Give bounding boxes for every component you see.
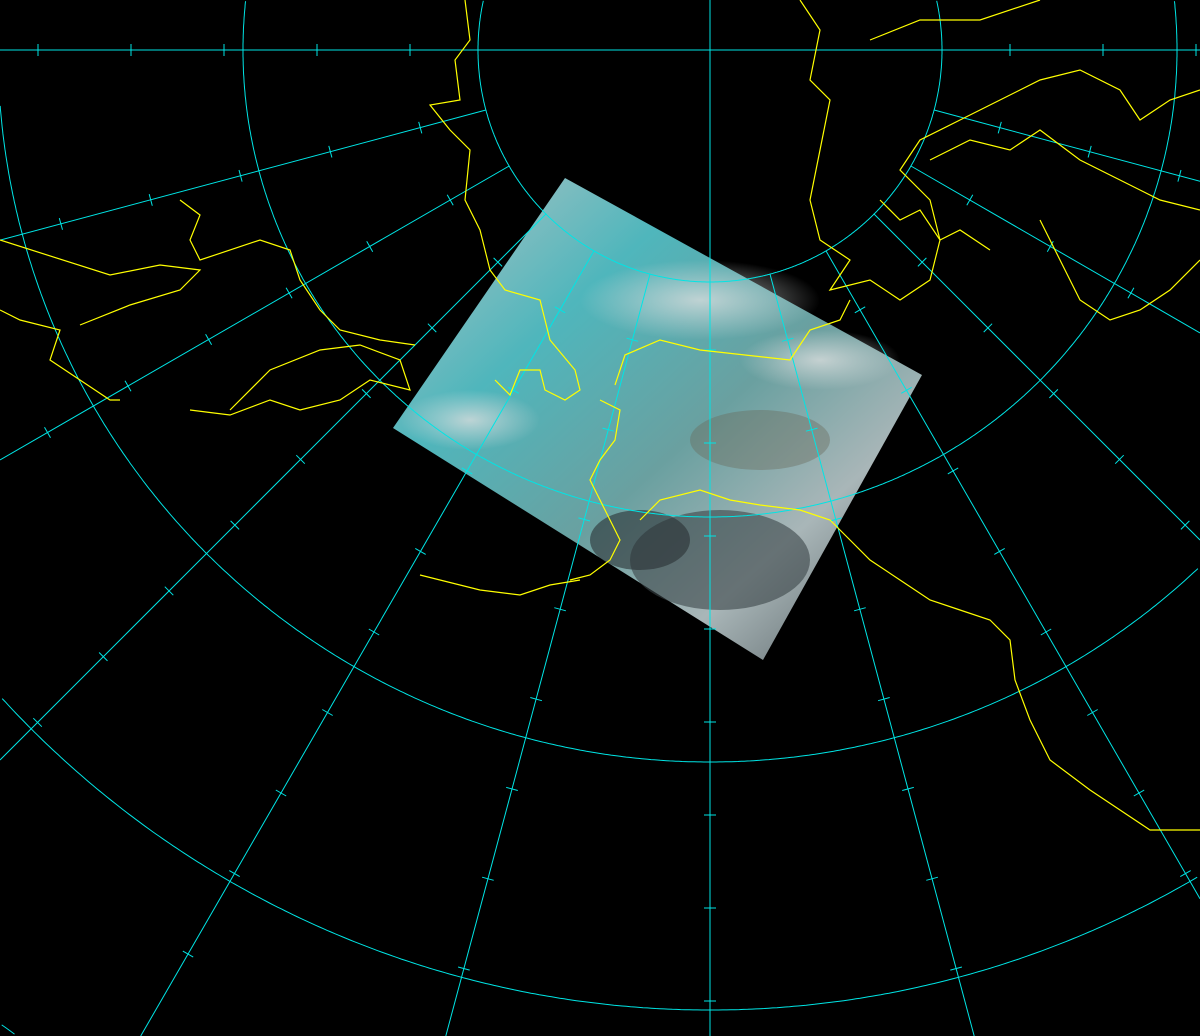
meridian-tick — [554, 607, 567, 612]
meridian-tick — [1180, 870, 1191, 878]
meridian-tick — [182, 950, 194, 958]
meridian-tick — [32, 717, 43, 728]
coastline-hudson — [1039, 219, 1200, 321]
meridian-tick — [1087, 145, 1092, 158]
meridian-tick — [626, 337, 639, 342]
meridian-tick — [361, 389, 371, 399]
meridian-tick — [1046, 241, 1054, 252]
coastline-canada-north — [929, 129, 1200, 211]
meridian-line — [910, 165, 1200, 334]
coastline-alaska-west — [569, 399, 621, 581]
meridian-tick — [98, 652, 108, 662]
coastline-kamchatka — [0, 309, 120, 401]
latitude-circle — [0, 105, 1199, 763]
latitude-circle — [1, 698, 1198, 1011]
meridian-tick — [853, 607, 866, 612]
meridian-tick — [238, 169, 243, 182]
meridian-tick — [366, 241, 374, 252]
meridian-tick — [966, 194, 974, 206]
meridian-tick — [947, 467, 959, 475]
coastline-chukotka — [179, 199, 416, 346]
latitude-circle — [477, 0, 943, 283]
meridian-tick — [950, 966, 963, 971]
coastline-siberia — [0, 239, 202, 326]
meridian-line — [0, 165, 510, 461]
satellite-swath — [393, 178, 922, 660]
meridian-tick — [427, 323, 437, 333]
meridian-line — [769, 273, 975, 1036]
meridian-tick — [578, 517, 591, 522]
meridian-tick — [926, 876, 939, 881]
meridian-line — [0, 109, 487, 241]
meridian-tick — [148, 193, 153, 206]
meridian-tick — [229, 870, 240, 878]
meridian-tick — [230, 520, 240, 530]
meridian-tick — [124, 380, 132, 392]
meridian-tick — [983, 323, 993, 333]
latitude-circle — [242, 1, 1178, 518]
meridian-line — [825, 250, 1200, 899]
meridian-tick — [554, 306, 566, 314]
meridian-tick — [829, 517, 842, 522]
meridian-tick — [415, 547, 426, 555]
meridian-tick — [493, 257, 503, 267]
meridian-tick — [1127, 287, 1135, 299]
meridian-line — [0, 213, 547, 761]
meridian-tick — [901, 386, 912, 394]
coastlines — [0, 0, 1200, 831]
coastline-greenland-canada — [428, 0, 581, 401]
meridian-tick — [994, 547, 1005, 555]
meridian-tick — [917, 257, 927, 267]
meridian-tick — [322, 709, 333, 716]
meridian-tick — [285, 287, 293, 299]
meridian-tick — [1040, 628, 1052, 636]
coastline-islands — [879, 199, 991, 251]
coastline-alaska — [614, 299, 851, 386]
meridian-tick — [1133, 789, 1145, 797]
meridian-tick — [328, 145, 333, 158]
meridian-tick — [418, 121, 423, 134]
meridian-tick — [461, 467, 473, 475]
meridian-line — [445, 273, 651, 1036]
coastline-siberia-east — [189, 344, 411, 416]
latitude-circle — [1, 1024, 15, 1035]
meridian-tick — [508, 386, 519, 394]
meridian-tick — [506, 786, 518, 791]
meridian-tick — [1114, 454, 1125, 465]
coastline-arctic-archipelago — [799, 0, 1200, 301]
meridian-line — [933, 109, 1200, 182]
meridian-tick — [164, 586, 174, 596]
meridian-tick — [530, 697, 543, 702]
meridian-tick — [1087, 709, 1098, 716]
meridian-tick — [481, 876, 494, 881]
meridian-line — [873, 213, 1200, 541]
meridian-tick — [58, 217, 63, 230]
meridian-line — [140, 250, 595, 1036]
meridian-tick — [275, 789, 287, 797]
meridian-tick — [1180, 520, 1190, 530]
meridian-tick — [368, 628, 380, 636]
meridian-tick — [805, 427, 818, 432]
meridian-tick — [457, 966, 470, 971]
meridian-tick — [781, 337, 794, 342]
meridian-tick — [1049, 389, 1059, 399]
meridian-tick — [602, 427, 615, 432]
meridian-tick — [997, 121, 1002, 134]
coastline-greenland-north — [869, 0, 1041, 41]
meridian-tick — [877, 697, 890, 702]
meridian-tick — [44, 427, 51, 438]
coastline-aleutians — [419, 574, 581, 596]
meridian-tick — [1177, 169, 1182, 182]
meridian-tick — [854, 306, 866, 314]
coastline-alaska-south — [639, 489, 1200, 831]
meridian-tick — [205, 334, 213, 345]
meridian-tick — [295, 454, 306, 465]
meridian-tick — [902, 786, 914, 791]
meridian-tick — [446, 194, 454, 206]
